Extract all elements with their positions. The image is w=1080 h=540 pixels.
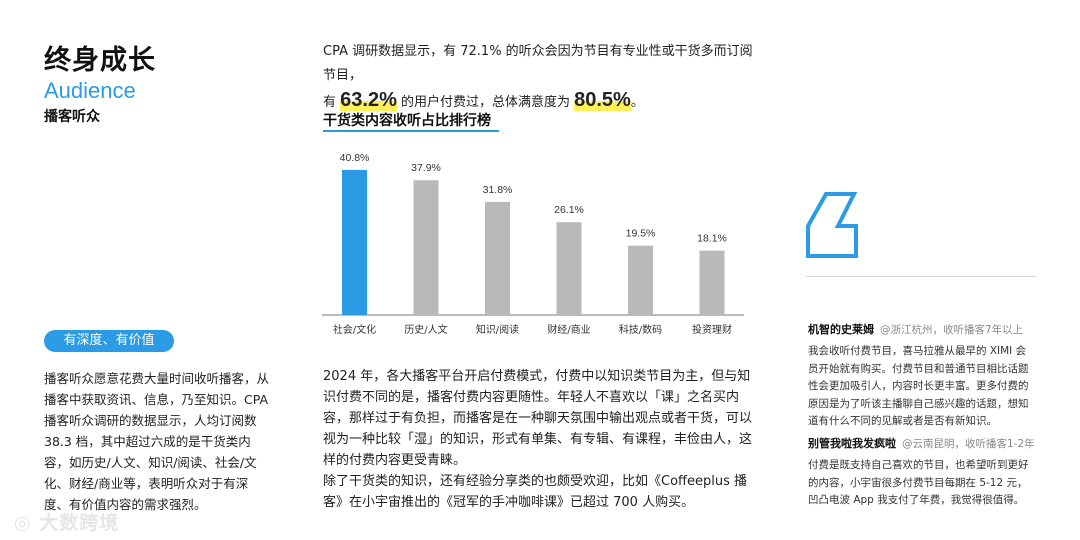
- value-label-1: 37.9%: [411, 162, 441, 174]
- watermark-logo: ◎ 大数跨境: [14, 508, 119, 535]
- highlight-paid-rate: 63.2%: [340, 89, 397, 111]
- page-title: 终身成长: [44, 45, 156, 76]
- intro-line-1: CPA 调研数据显示，有 72.1% 的听众会因为节目有专业性或干货多而订阅节目…: [323, 44, 753, 83]
- comment-meta: @云南昆明，收听播客1-2年: [902, 438, 1035, 450]
- body-text: 2024 年，各大播客平台开启付费模式，付费中以知识类节目为主，但与知识付费不同…: [323, 366, 753, 513]
- category-label-0: 社会/文化: [333, 323, 376, 336]
- comment-text: 付费是既支持自己喜欢的节目，也希望听到更好的内容，小宇宙很多付费节目每期在 5-…: [808, 459, 1029, 506]
- category-label-1: 历史/人文: [404, 323, 447, 336]
- bar-2: [485, 201, 510, 315]
- category-label-2: 知识/阅读: [476, 323, 519, 336]
- bar-1: [413, 180, 439, 315]
- section-tag: 有深度、有价值: [44, 330, 174, 352]
- quote-icon: [806, 192, 858, 258]
- value-label-4: 19.5%: [626, 228, 656, 240]
- bar-5: [699, 250, 725, 315]
- body-paragraph-2: 除了干货类的知识，还有经验分享类的也颇受欢迎，比如《Coffeeplus 播客》…: [323, 474, 747, 510]
- comment-2: 别管我啦我发疯啦 @云南昆明，收听播客1-2年 付费是既支持自己喜欢的节目，也希望…: [808, 432, 1036, 510]
- highlight-satisfaction: 80.5%: [574, 89, 631, 111]
- value-label-3: 26.1%: [554, 204, 584, 216]
- intro-text-a: 有: [323, 95, 341, 110]
- value-label-0: 40.8%: [340, 152, 370, 164]
- bar-4: [628, 245, 653, 315]
- subtitle-chinese: 播客听众: [44, 109, 100, 125]
- intro-paragraph: CPA 调研数据显示，有 72.1% 的听众会因为节目有专业性或干货多而订阅节目…: [323, 40, 763, 115]
- intro-line-2: 有 63.2% 的用户付费过，总体满意度为 80.5%。: [323, 88, 763, 115]
- divider: [806, 276, 1036, 277]
- intro-text-c: 。: [630, 95, 644, 110]
- category-label-5: 投资理财: [692, 323, 732, 336]
- comment-1: 机智的史莱姆 @浙江杭州，收听播客7年以上 我会收听付费节目，喜马拉雅从最早的 X…: [808, 318, 1036, 431]
- category-label-4: 科技/数码: [619, 323, 662, 336]
- bar-0: [342, 169, 367, 315]
- bar-chart: 40.8% 社会/文化 37.9% 历史/人文 31.8% 知识/阅读 26.1% 财经/商业…: [322, 152, 744, 336]
- bar-3: [556, 222, 582, 315]
- logo-text: 大数跨境: [39, 512, 120, 534]
- left-paragraph: 播客听众愿意花费大量时间收听播客，从播客中获取资讯、信息，乃至知识。CPA 播客…: [44, 371, 270, 512]
- value-label-2: 31.8%: [483, 184, 513, 196]
- comment-author: 机智的史莱姆: [808, 323, 874, 336]
- comment-text: 我会收听付费节目，喜马拉雅从最早的 XIMI 会员开始就有购买。付费节目和普通节…: [808, 345, 1029, 427]
- comment-meta: @浙江杭州，收听播客7年以上: [880, 324, 1024, 336]
- intro-text-b: 的用户付费过，总体满意度为: [396, 95, 575, 110]
- category-label-3: 财经/商业: [547, 323, 590, 336]
- chart-title: 干货类内容收听占比排行榜: [323, 113, 491, 129]
- logo-icon: ◎: [14, 512, 32, 534]
- comment-author: 别管我啦我发疯啦: [808, 437, 896, 450]
- value-label-5: 18.1%: [697, 233, 727, 245]
- chart-title-underline: [323, 130, 499, 132]
- body-paragraph-1: 2024 年，各大播客平台开启付费模式，付费中以知识类节目为主，但与知识付费不同…: [323, 369, 753, 468]
- subtitle-english: Audience: [44, 78, 136, 103]
